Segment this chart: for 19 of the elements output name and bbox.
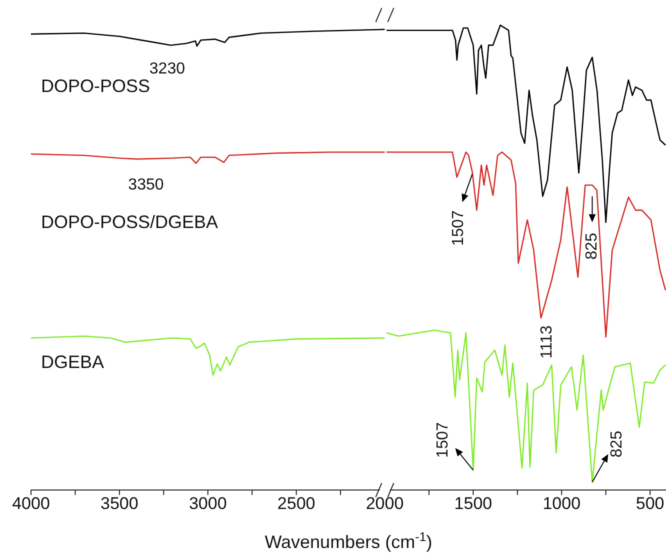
x-tick-label: 2000 [366,494,404,514]
text: DOPO-POSS/DGEBA [41,212,218,232]
annotation: 825 [608,430,626,458]
annotation: 3350 [128,176,164,194]
series-label: DOPO-POSS [41,76,150,96]
x-tick-label: 4000 [12,494,50,514]
x-axis-title: Wavenumbers (cm$^{-1}$) [264,530,432,552]
annotation: 1507 [434,422,452,458]
x-tick-label: 1500 [454,494,492,514]
annotation: 1507 [450,210,467,246]
x-tick-label: 3500 [100,494,138,514]
x-tick-label: 2500 [277,494,316,514]
annotation: 825 [584,232,601,260]
x-tick-label: 500 [636,494,664,514]
annotation: 1113 [538,325,556,359]
annotation: 3230 [149,60,186,78]
x-tick-label: 1000 [542,494,581,514]
series-label: DGEBA [41,352,104,372]
x-tick-label: 3000 [188,494,227,514]
